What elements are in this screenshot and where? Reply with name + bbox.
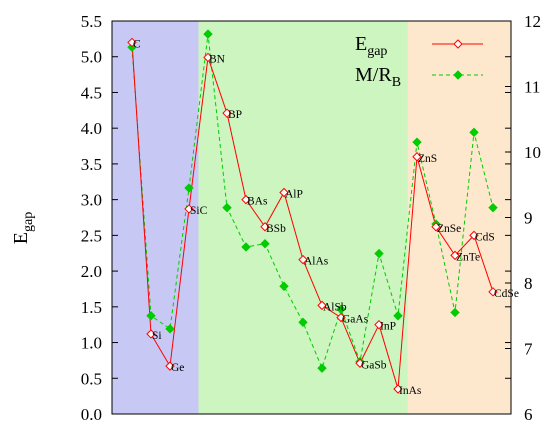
band-1 — [112, 21, 199, 414]
data-point-left — [317, 300, 327, 311]
data-point-right — [146, 311, 156, 321]
category-label: ZnTe — [456, 251, 480, 263]
left-tick-label: 1.5 — [81, 298, 102, 317]
left-tick-label: 4.5 — [81, 83, 102, 102]
data-point-left — [469, 230, 479, 241]
category-label: GaAs — [342, 314, 369, 326]
data-point-left — [336, 312, 346, 323]
category-label: BAs — [247, 196, 268, 208]
left-tick-label: 3.5 — [81, 155, 102, 174]
data-point-right — [127, 42, 137, 52]
data-point-right — [469, 127, 479, 138]
category-label: GaSb — [361, 359, 387, 371]
left-tick-label: 5.0 — [81, 48, 102, 67]
left-tick-label: 0.0 — [81, 405, 102, 423]
left-tick-label: 0.5 — [81, 369, 102, 388]
category-label: InAs — [399, 385, 422, 397]
data-point-right — [260, 238, 270, 249]
left-axis-ticks: 0.0 0.5 1.0 1.5 2.0 2.5 3.0 3.5 4.0 4.5 5.0 5.5 — [81, 12, 511, 423]
category-label: CdS — [475, 231, 495, 243]
category-label: AlAs — [304, 256, 329, 268]
series-line-left — [131, 42, 494, 390]
data-point-left — [488, 287, 498, 297]
left-tick-label: 5.5 — [81, 12, 102, 31]
data-point-left — [412, 152, 422, 162]
category-label: Si — [152, 330, 162, 342]
data-point-right — [317, 363, 327, 373]
data-point-left — [374, 319, 384, 330]
category-label: C — [133, 38, 141, 50]
data-point-right — [279, 281, 289, 291]
category-label: BSb — [266, 223, 286, 235]
data-point-right — [184, 183, 194, 193]
band-2 — [198, 21, 408, 414]
left-tick-label: 2.0 — [81, 262, 102, 281]
right-tick-label: 12 — [524, 12, 541, 31]
category-label: InP — [380, 321, 396, 333]
category-label: ZnSe — [437, 223, 461, 235]
data-point-left — [241, 194, 251, 205]
category-label: Ge — [171, 362, 184, 374]
y-axis-label-sub: gap — [21, 212, 36, 232]
data-point-right — [203, 29, 213, 39]
data-point-right — [374, 248, 384, 259]
right-tick-label: 8 — [524, 274, 533, 293]
right-tick-label: 9 — [524, 209, 533, 228]
data-point-left — [146, 329, 156, 339]
data-point-left — [165, 361, 175, 371]
data-point-right — [165, 324, 175, 334]
data-point-left — [127, 37, 137, 48]
legend-label: Egap — [355, 33, 387, 59]
right-tick-label: 7 — [524, 340, 533, 359]
data-point-left — [298, 254, 308, 265]
category-label: CdSe — [494, 288, 519, 300]
data-point-right — [393, 311, 403, 321]
data-point-left — [222, 108, 232, 118]
category-label: AlSb — [323, 301, 347, 313]
right-tick-label: 11 — [524, 78, 540, 97]
data-point-left — [260, 222, 270, 232]
left-tick-label: 3.0 — [81, 191, 102, 210]
series-lines — [131, 34, 494, 390]
data-point-right — [488, 202, 498, 213]
legend-label: M/RB — [355, 64, 401, 90]
legend-marker — [453, 70, 463, 80]
left-tick-label: 2.5 — [81, 226, 102, 245]
legend: Egap M/RB — [355, 33, 483, 90]
right-tick-label: 10 — [524, 143, 541, 162]
series-markers — [127, 29, 498, 394]
left-tick-label: 4.0 — [81, 119, 102, 138]
category-label: BN — [209, 53, 226, 65]
background-bands — [112, 21, 511, 414]
data-point-left — [355, 358, 365, 368]
data-point-left — [450, 250, 460, 261]
data-point-right — [241, 242, 251, 252]
data-point-right — [298, 317, 308, 328]
y-axis-label-left: Egap — [10, 212, 36, 244]
category-label: ZnS — [418, 153, 437, 165]
y-axis-label-main: E — [10, 232, 32, 244]
category-label: SiC — [190, 205, 208, 217]
data-point-left — [393, 384, 403, 394]
data-point-left — [431, 222, 441, 232]
data-point-right — [412, 137, 422, 147]
data-point-right — [450, 307, 460, 318]
data-point-left — [184, 204, 194, 214]
data-point-left — [279, 187, 289, 198]
right-axis-ticks: 6 7 8 9 10 11 12 — [505, 12, 541, 423]
category-label: BP — [228, 109, 242, 121]
category-label: AlP — [285, 188, 303, 200]
data-point-left — [203, 52, 213, 63]
legend-marker — [453, 39, 463, 49]
data-point-right — [222, 202, 232, 213]
band-3 — [407, 21, 511, 414]
right-tick-label: 6 — [524, 405, 533, 423]
series-line-right — [131, 34, 494, 370]
plot-frame — [111, 20, 512, 415]
left-tick-label: 1.0 — [81, 334, 102, 353]
